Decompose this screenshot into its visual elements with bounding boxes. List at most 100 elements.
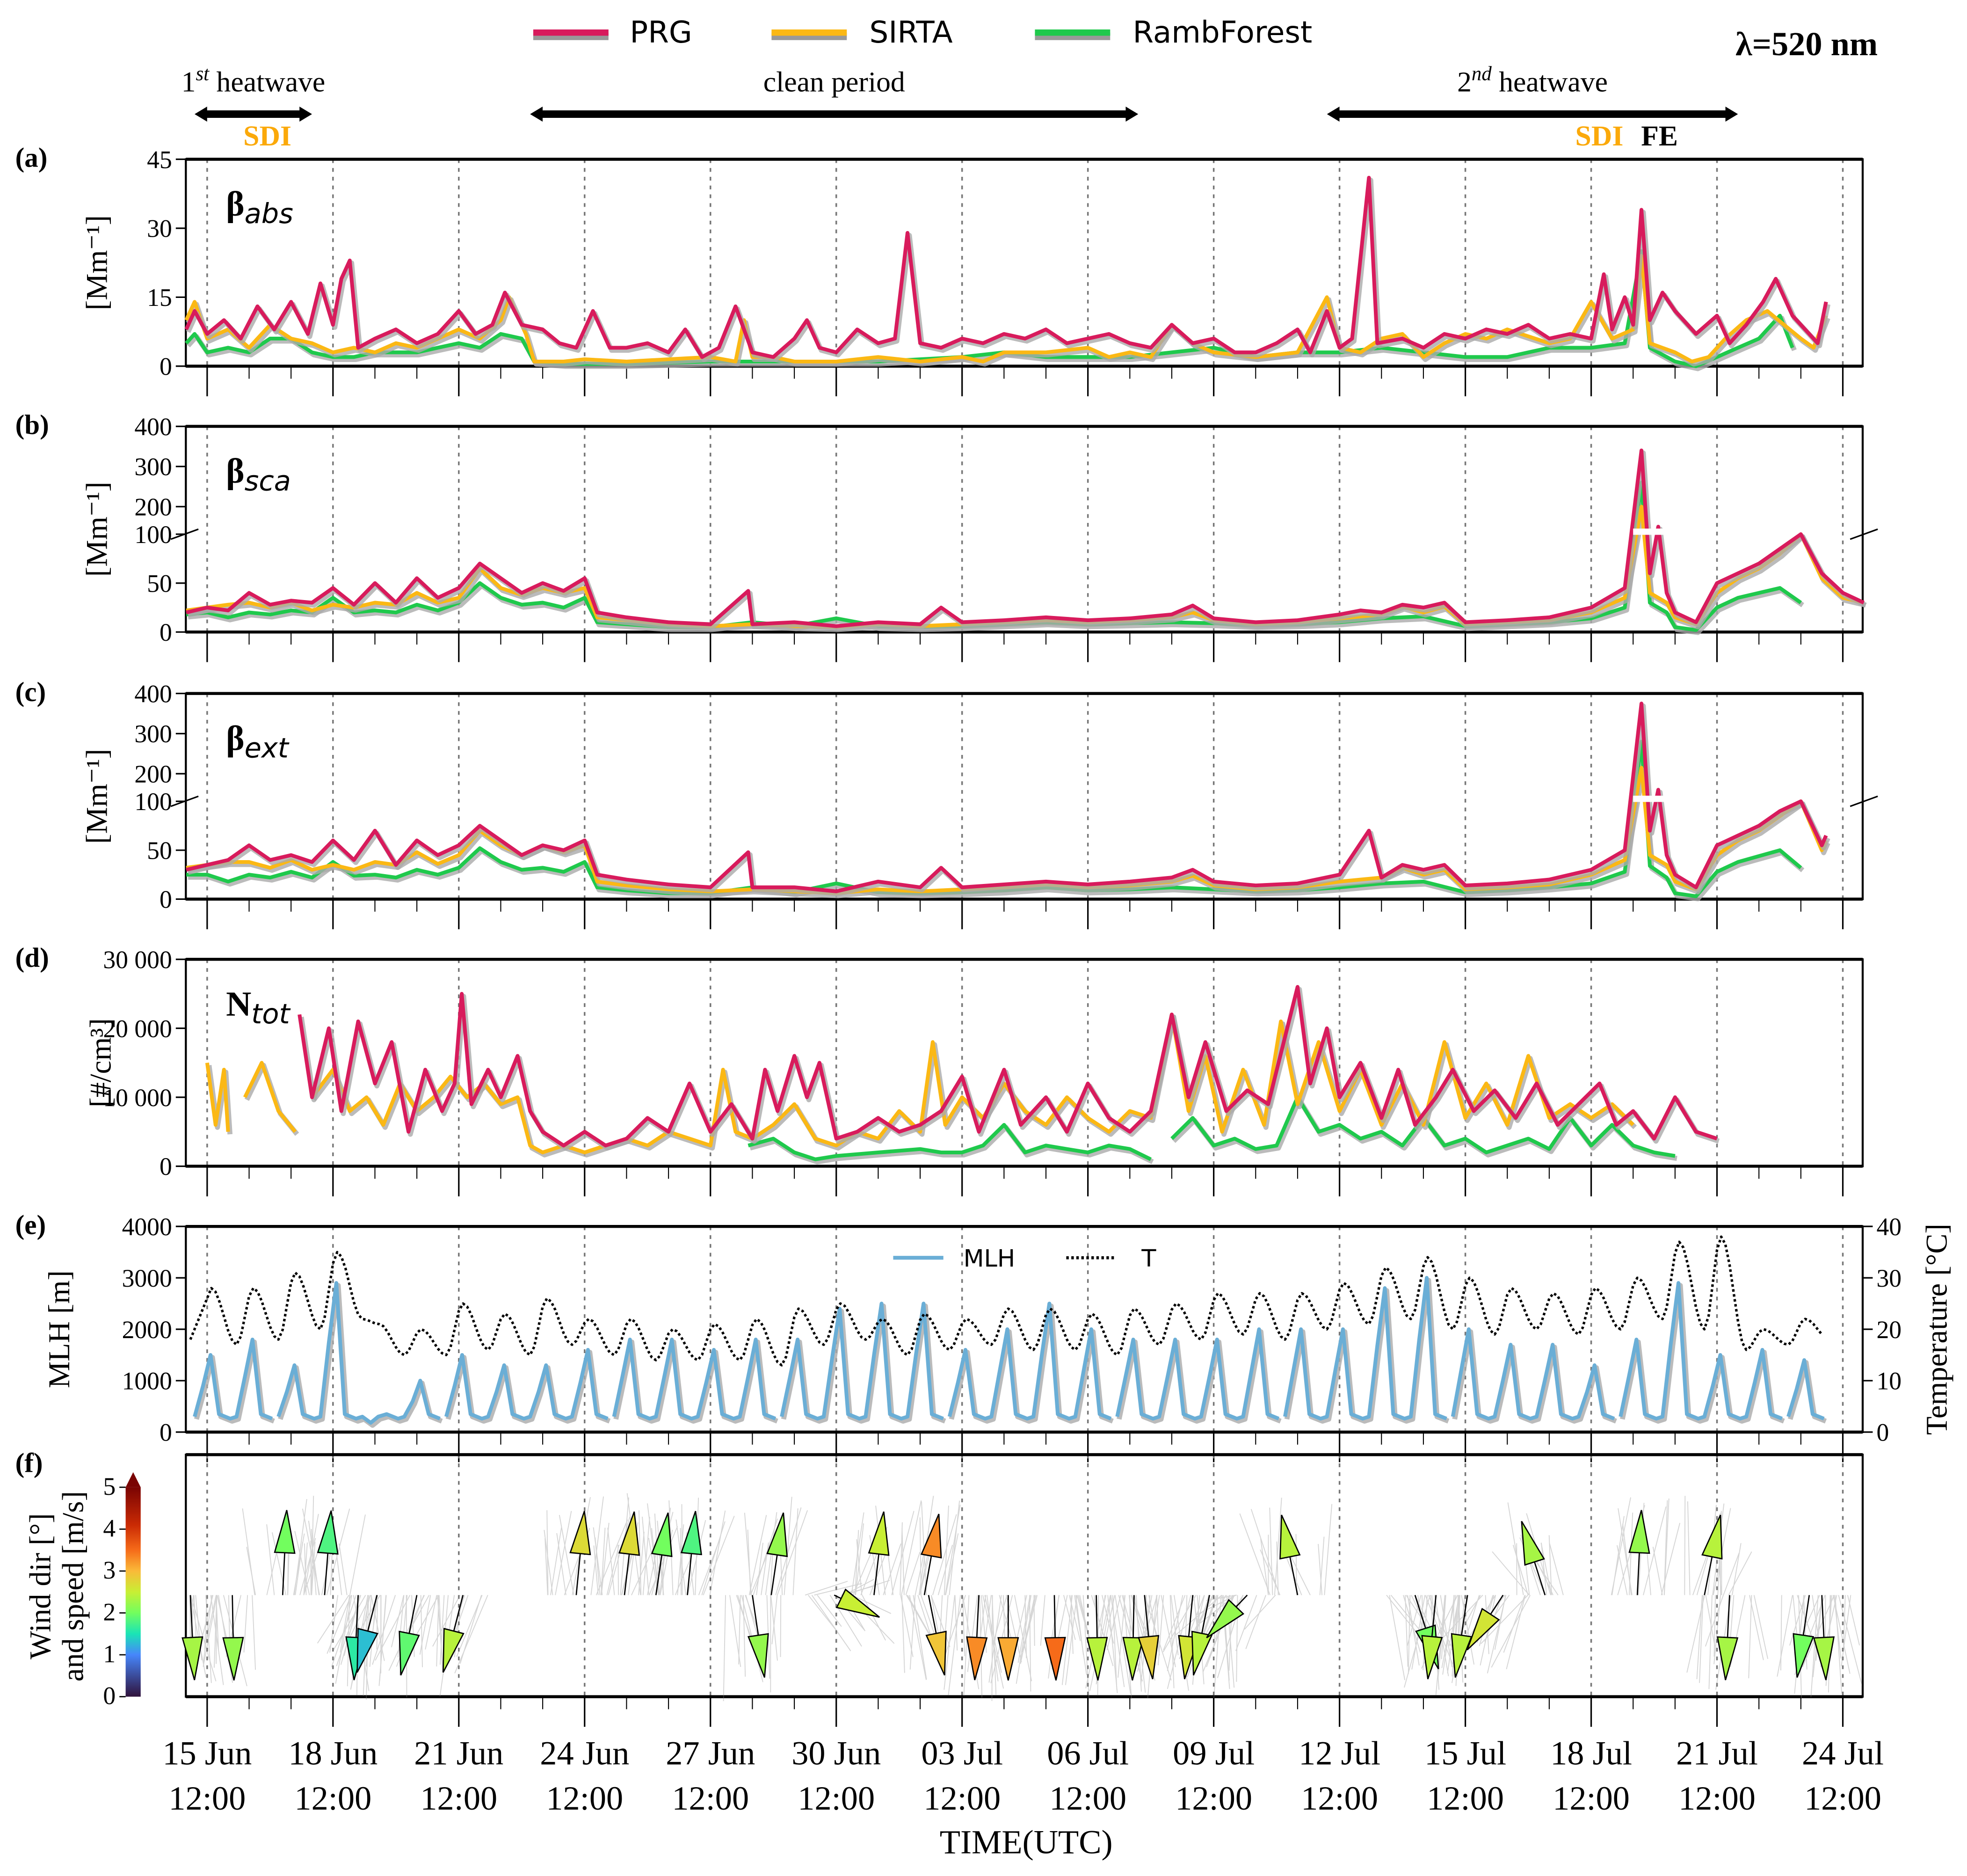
wind-stick — [1048, 1595, 1060, 1679]
wind-stick — [698, 1541, 719, 1595]
plot-frame — [185, 958, 1864, 1167]
wind-stick — [638, 1531, 645, 1595]
wind-stick — [1137, 1595, 1153, 1672]
wind-stick — [963, 1595, 970, 1696]
wind-stick — [1131, 1595, 1149, 1645]
y-axis-label-line2: and speed [m/s] — [56, 1491, 89, 1681]
wind-stick — [1407, 1595, 1422, 1646]
wind-stick — [949, 1500, 960, 1595]
x-axis-label: TIME(UTC) — [940, 1823, 1113, 1861]
x-tick-label-time: 12:00 — [1301, 1779, 1378, 1817]
series-line-prg — [184, 175, 1828, 359]
wind-stick — [642, 1517, 650, 1595]
series-line-prg-shadow — [186, 177, 1830, 362]
wind-stick — [792, 1508, 798, 1595]
wind-stick — [1061, 1595, 1073, 1685]
wind-stick — [1713, 1595, 1721, 1665]
wind-stick — [397, 1595, 405, 1658]
wind-arrow-head — [1451, 1633, 1473, 1678]
wind-stick — [546, 1510, 549, 1595]
wind-stick — [1843, 1595, 1846, 1651]
variable-subscript: tot — [251, 998, 290, 1030]
wind-stick — [425, 1595, 437, 1650]
panel-letter: (d) — [15, 942, 49, 973]
wind-arrow-head — [925, 1630, 947, 1676]
wind-stick — [555, 1511, 572, 1595]
wind-stick — [1106, 1595, 1121, 1650]
y-tick-label: 300 — [134, 720, 172, 748]
wind-stick — [829, 1594, 862, 1647]
mlh-line — [1619, 1281, 1783, 1421]
wind-stick — [657, 1521, 664, 1595]
wind-stick — [1643, 1506, 1667, 1595]
period-label-number: 1 — [181, 66, 196, 98]
wind-stick — [901, 1500, 922, 1595]
wind-stick — [1723, 1552, 1740, 1595]
panel-letter: (c) — [15, 676, 46, 707]
wind-stick — [844, 1579, 890, 1596]
wind-stick — [1732, 1543, 1742, 1595]
wind-stick — [805, 1580, 848, 1596]
wind-stick — [930, 1595, 951, 1647]
wind-stick — [1291, 1557, 1311, 1595]
wind-stick — [1082, 1595, 1089, 1699]
variable-subscript: sca — [245, 464, 291, 497]
wind-stick — [203, 1595, 213, 1663]
x-tick-label-date: 24 Jul — [1802, 1734, 1884, 1772]
wind-stick — [205, 1595, 212, 1683]
wind-stick — [944, 1504, 961, 1595]
wind-stick — [1812, 1595, 1822, 1677]
legend-label-prg: PRG — [630, 15, 692, 50]
y-tick-label: 30 — [147, 215, 172, 243]
x-tick-label-date: 06 Jul — [1047, 1734, 1129, 1772]
wind-stick — [856, 1539, 863, 1595]
wind-stick — [1847, 1595, 1860, 1646]
legend: PRG SIRTA RambForest — [533, 15, 1312, 50]
x-tick-label-date: 03 Jul — [921, 1734, 1003, 1772]
wind-stick — [1244, 1594, 1276, 1630]
wind-stick — [1705, 1595, 1715, 1647]
mlh-line-shadow — [278, 1283, 443, 1428]
y-tick-label: 50 — [147, 570, 172, 598]
wind-stick — [1629, 1513, 1633, 1595]
wind-stick — [456, 1595, 483, 1657]
wind-stick — [944, 1506, 949, 1595]
wind-arrow-head — [1521, 1521, 1545, 1566]
wind-stick — [1481, 1594, 1529, 1644]
wind-stick — [601, 1522, 610, 1595]
y-axis-label: [Mm⁻¹] — [80, 482, 113, 577]
wind-stick — [1548, 1535, 1552, 1595]
wind-arrow-head — [1138, 1635, 1160, 1680]
wind-stick — [375, 1594, 411, 1661]
wind-stick — [1663, 1500, 1668, 1595]
x-tick-label-date: 15 Jun — [162, 1734, 252, 1772]
wind-stick — [242, 1508, 255, 1595]
y-axis-label: [Mm⁻¹] — [80, 215, 113, 310]
period-label-sup: st — [196, 63, 210, 85]
series-line-rambforest — [748, 1123, 1152, 1161]
series-line-prg — [186, 449, 1865, 628]
wind-stick — [412, 1594, 439, 1642]
wind-stick — [817, 1594, 842, 1627]
wind-stick — [808, 1594, 837, 1630]
wind-stick — [687, 1520, 706, 1595]
wind-stick — [544, 1538, 548, 1595]
y-tick-label: 0 — [1876, 1419, 1889, 1447]
wind-stick — [1777, 1595, 1793, 1677]
wind-stick — [1705, 1595, 1724, 1647]
wind-arrow-head — [1044, 1637, 1066, 1680]
variable-symbol: β — [226, 185, 245, 224]
wind-arrow-head — [1279, 1514, 1301, 1560]
x-tick-label-time: 12:00 — [1049, 1779, 1126, 1817]
wind-arrow-head — [274, 1510, 296, 1554]
wind-stick — [1699, 1595, 1704, 1683]
wind-arrow-head — [651, 1512, 673, 1557]
wind-stick — [680, 1528, 682, 1595]
y-tick-label: 300 — [134, 453, 172, 481]
wind-stick — [701, 1521, 726, 1595]
wind-stick — [595, 1537, 601, 1595]
wind-stick — [761, 1542, 769, 1595]
wind-stick — [909, 1595, 927, 1680]
wind-stick — [1318, 1544, 1323, 1595]
